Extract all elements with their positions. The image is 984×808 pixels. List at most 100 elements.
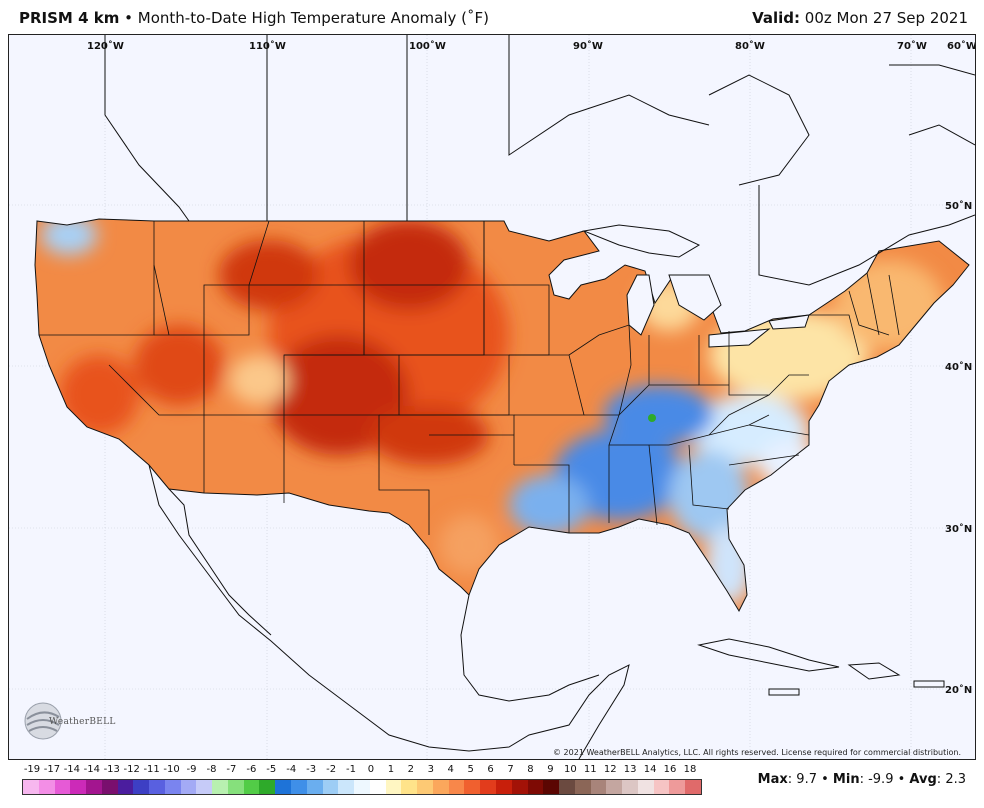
legend-swatch — [291, 780, 307, 794]
legend-swatch — [559, 780, 575, 794]
legend-swatch — [606, 780, 623, 794]
legend-swatch — [338, 780, 355, 794]
lat-label: 50˚N — [945, 200, 972, 212]
legend-label: -2 — [326, 764, 337, 775]
legend-labels: -19 -17 -14 -14 -13 -12 -11 -10 -9 -8 -7 -6 -5 -4 -3 -2… — [22, 764, 702, 778]
legend-label: 8 — [527, 764, 534, 775]
lat-label: 40˚N — [945, 361, 972, 373]
avg-value: 2.3 — [945, 772, 966, 787]
legend-label: 1 — [387, 764, 395, 775]
legend-swatch — [306, 780, 323, 794]
valid-time-value: 00z Mon 27 Sep 2021 — [804, 9, 968, 27]
legend-label: 11 — [583, 764, 597, 775]
legend-swatch — [70, 780, 87, 794]
legend-swatch — [322, 780, 339, 794]
legend-swatch — [259, 780, 276, 794]
min-value: -9.9 — [868, 772, 894, 787]
title-separator: • — [124, 9, 133, 27]
lon-label: 80˚W — [735, 40, 765, 52]
lon-label: 110˚W — [249, 40, 286, 52]
summary-stats: Max: 9.7 • Min: -9.9 • Avg: 2.3 — [757, 772, 966, 787]
legend-swatch — [227, 780, 244, 794]
legend-label: 16 — [663, 764, 677, 775]
legend-label: -11 — [143, 764, 160, 775]
legend-swatch — [164, 780, 181, 794]
legend-swatch — [180, 780, 197, 794]
legend-swatch — [432, 780, 449, 794]
legend-label: 9 — [547, 764, 554, 775]
legend-swatch — [417, 780, 433, 794]
legend-swatch — [23, 780, 39, 794]
legend-label: 7 — [507, 764, 514, 775]
legend-label: -8 — [206, 764, 217, 775]
legend-label: -4 — [286, 764, 297, 775]
map-panel[interactable]: 120˚W 110˚W 100˚W 90˚W 80˚W 70˚W 60˚W 50… — [8, 34, 976, 760]
legend-label: -1 — [346, 764, 357, 775]
legend-label: -9 — [186, 764, 197, 775]
legend-swatch — [669, 780, 686, 794]
legend-swatch — [495, 780, 512, 794]
legend-label: -5 — [266, 764, 277, 775]
lon-label: 120˚W — [87, 40, 124, 52]
copyright-notice: © 2021 WeatherBELL Analytics, LLC. All r… — [553, 748, 961, 757]
legend-label: -10 — [163, 764, 180, 775]
lon-label: 100˚W — [409, 40, 446, 52]
logo-text: WeatherBELL — [49, 717, 116, 727]
product-name: PRISM 4 km — [19, 9, 120, 27]
legend-swatch — [637, 780, 654, 794]
valid-label: Valid: — [752, 9, 801, 27]
legend-label: 13 — [623, 764, 637, 775]
legend-label: 0 — [367, 764, 375, 775]
legend-label: -3 — [306, 764, 317, 775]
legend-swatch — [117, 780, 134, 794]
legend-label: -12 — [123, 764, 140, 775]
weatherbell-logo: WeatherBELL — [21, 699, 116, 747]
max-value: 9.7 — [796, 772, 817, 787]
anomaly-map[interactable]: 120˚W 110˚W 100˚W 90˚W 80˚W 70˚W 60˚W 50… — [9, 35, 975, 759]
map-header: PRISM 4 km • Month-to-Date High Temperat… — [0, 0, 984, 34]
legend-label: 4 — [447, 764, 454, 775]
legend-label: 12 — [603, 764, 617, 775]
legend-swatch — [622, 780, 638, 794]
legend-label: -6 — [246, 764, 257, 775]
legend-swatch — [212, 780, 228, 794]
avg-label: Avg — [909, 772, 937, 787]
legend-label: 3 — [427, 764, 434, 775]
lon-label: 90˚W — [573, 40, 603, 52]
legend-label: 14 — [643, 764, 657, 775]
legend-swatch — [590, 780, 607, 794]
legend-label: 5 — [467, 764, 474, 775]
legend-swatch — [527, 780, 544, 794]
legend-swatch — [464, 780, 481, 794]
legend-label: 10 — [563, 764, 577, 775]
legend-swatch — [101, 780, 118, 794]
latitude-labels: 50˚N 40˚N 30˚N 20˚N — [945, 200, 972, 696]
lat-label: 30˚N — [945, 523, 972, 535]
legend-label: -19 — [23, 764, 41, 775]
legend-swatch — [369, 780, 386, 794]
legend-label: 2 — [407, 764, 415, 775]
legend-label: -14 — [63, 764, 81, 775]
legend-color-bar — [22, 779, 702, 795]
legend-label: -17 — [43, 764, 61, 775]
min-label: Min — [832, 772, 860, 787]
valid-time: Valid: 00z Mon 27 Sep 2021 — [752, 9, 968, 27]
legend-swatch — [574, 780, 591, 794]
legend-swatch — [401, 780, 418, 794]
max-label: Max — [757, 772, 788, 787]
local-minimum-spot — [648, 414, 656, 422]
legend-swatch — [149, 780, 165, 794]
legend-swatch — [653, 780, 670, 794]
legend-swatch — [543, 780, 560, 794]
legend-swatch — [685, 780, 701, 794]
product-description: Month-to-Date High Temperature Anomaly (… — [137, 9, 489, 27]
legend-swatch — [38, 780, 55, 794]
legend-label: -13 — [103, 764, 120, 775]
legend-swatch — [133, 780, 150, 794]
color-legend: -19 -17 -14 -14 -13 -12 -11 -10 -9 -8 -7 -6 -5 -4 -3 -2… — [22, 764, 702, 804]
legend-swatch — [196, 780, 213, 794]
legend-label: -7 — [226, 764, 237, 775]
legend-swatch — [448, 780, 465, 794]
legend-swatch — [243, 780, 260, 794]
legend-label: 6 — [487, 764, 494, 775]
